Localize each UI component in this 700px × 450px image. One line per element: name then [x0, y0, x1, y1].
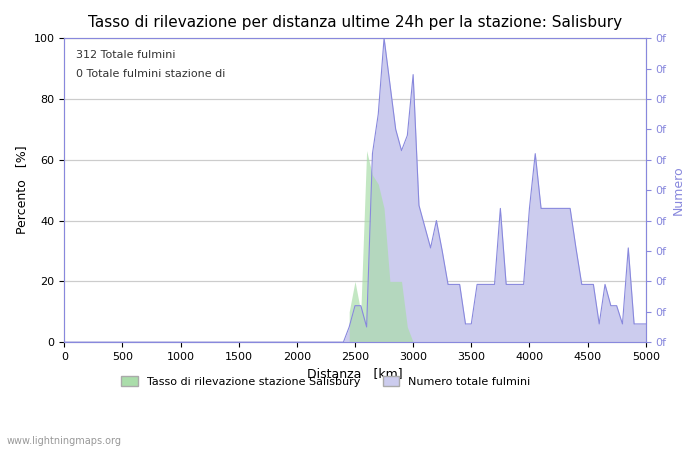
Y-axis label: Numero: Numero	[672, 165, 685, 215]
X-axis label: Distanza   [km]: Distanza [km]	[307, 368, 402, 380]
Text: www.lightningmaps.org: www.lightningmaps.org	[7, 436, 122, 446]
Text: 312 Totale fulmini: 312 Totale fulmini	[76, 50, 176, 60]
Title: Tasso di rilevazione per distanza ultime 24h per la stazione: Salisbury: Tasso di rilevazione per distanza ultime…	[88, 15, 622, 30]
Legend: Tasso di rilevazione stazione Salisbury, Numero totale fulmini: Tasso di rilevazione stazione Salisbury,…	[117, 372, 535, 392]
Text: 0 Totale fulmini stazione di: 0 Totale fulmini stazione di	[76, 68, 225, 78]
Y-axis label: Percento   [%]: Percento [%]	[15, 146, 28, 234]
